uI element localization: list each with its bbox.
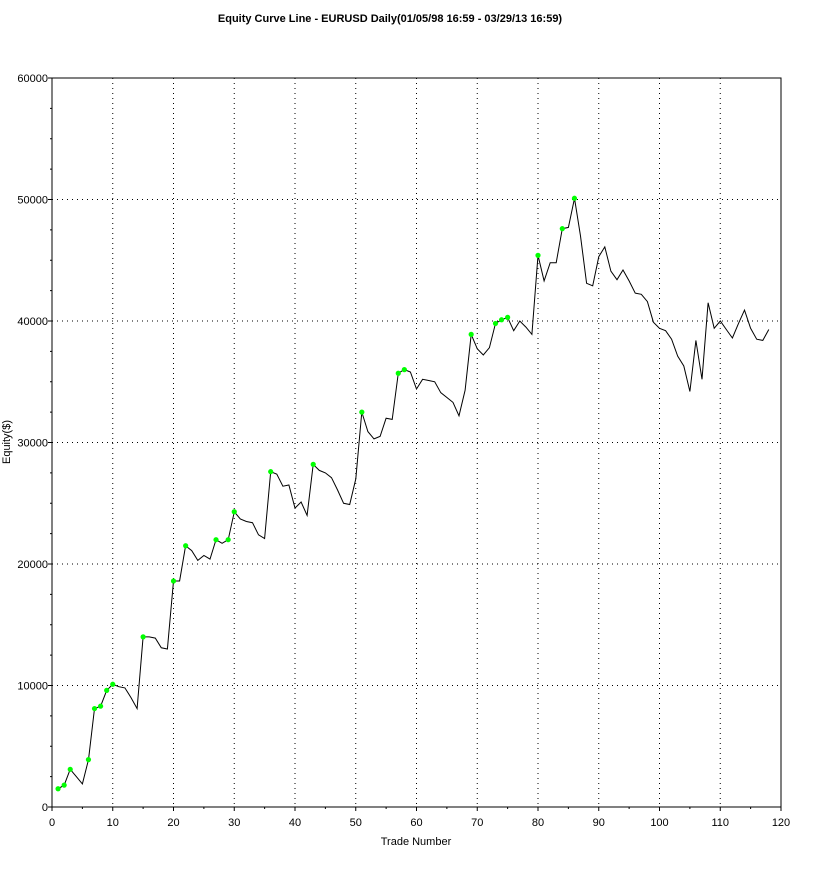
- y-tick-label: 30000: [17, 438, 48, 450]
- new-high-marker: [183, 543, 189, 549]
- chart-title: Equity Curve Line - EURUSD Daily(01/05/9…: [218, 13, 563, 25]
- new-high-marker: [492, 320, 499, 327]
- new-high-marker: [85, 757, 92, 763]
- new-high-marker: [468, 331, 474, 337]
- y-tick-label: 10000: [17, 681, 48, 693]
- x-tick-label: 10: [107, 817, 119, 829]
- new-high-marker: [67, 766, 73, 772]
- new-high-marker: [140, 634, 146, 640]
- x-tick-label: 60: [410, 817, 422, 829]
- y-tick-label: 0: [42, 802, 48, 814]
- x-tick-label: 110: [711, 817, 729, 829]
- new-high-marker: [170, 578, 177, 584]
- new-high-marker: [55, 786, 61, 792]
- new-high-marker: [213, 537, 219, 543]
- x-tick-label: 30: [228, 817, 240, 829]
- x-tick-label: 50: [350, 817, 362, 829]
- x-tick-label: 0: [49, 817, 55, 829]
- new-high-marker: [359, 409, 365, 415]
- new-high-marker: [571, 195, 578, 201]
- y-tick-label: 20000: [17, 559, 48, 571]
- x-tick-label: 80: [532, 817, 544, 829]
- new-high-marker: [98, 703, 104, 709]
- new-high-marker: [310, 461, 316, 467]
- y-tick-label: 50000: [17, 195, 48, 207]
- new-high-marker: [110, 681, 116, 687]
- new-high-marker: [505, 314, 511, 320]
- new-high-marker: [395, 370, 401, 376]
- new-high-marker: [268, 469, 274, 475]
- plot-frame: [51, 77, 782, 808]
- x-tick-label: 120: [772, 817, 790, 829]
- new-high-marker: [401, 367, 407, 373]
- new-high-marker: [61, 782, 67, 788]
- y-axis-label: Equity($): [1, 420, 13, 464]
- y-tick-label: 40000: [17, 316, 48, 328]
- new-high-marker: [559, 226, 565, 232]
- new-high-marker: [225, 537, 231, 543]
- x-tick-label: 70: [471, 817, 483, 829]
- new-high-marker: [91, 705, 98, 712]
- x-axis-label: Trade Number: [381, 836, 452, 848]
- x-tick-label: 40: [289, 817, 301, 829]
- x-tick-label: 20: [167, 817, 179, 829]
- x-tick-label: 100: [650, 817, 668, 829]
- new-high-marker: [535, 252, 541, 258]
- equity-line: [57, 198, 770, 790]
- new-high-marker: [104, 687, 110, 693]
- x-tick-label: 90: [593, 817, 605, 829]
- new-high-marker: [498, 317, 505, 323]
- new-high-marker: [231, 509, 237, 515]
- y-tick-label: 60000: [17, 73, 48, 85]
